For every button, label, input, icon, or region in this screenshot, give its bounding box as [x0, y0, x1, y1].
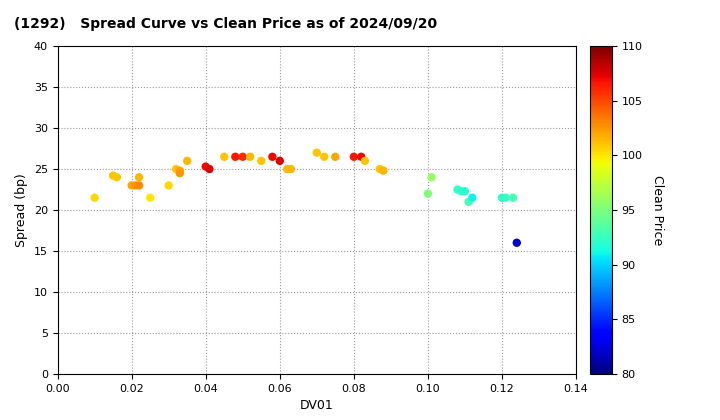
Point — [145, 194, 156, 201]
Point — [451, 186, 463, 193]
Y-axis label: Clean Price: Clean Price — [651, 175, 664, 245]
Point — [318, 153, 330, 160]
Point — [511, 239, 523, 246]
Point — [130, 182, 141, 189]
Point — [422, 190, 433, 197]
Point — [237, 153, 248, 160]
Point — [218, 153, 230, 160]
Point — [356, 153, 367, 160]
X-axis label: DV01: DV01 — [300, 399, 333, 412]
Text: (1292)   Spread Curve vs Clean Price as of 2024/09/20: (1292) Spread Curve vs Clean Price as of… — [14, 17, 438, 31]
Y-axis label: Spread (bp): Spread (bp) — [15, 173, 28, 247]
Point — [374, 165, 385, 172]
Point — [230, 153, 241, 160]
Point — [174, 170, 186, 176]
Point — [459, 188, 471, 194]
Point — [204, 165, 215, 172]
Point — [500, 194, 511, 201]
Point — [111, 174, 122, 181]
Point — [359, 158, 371, 164]
Point — [496, 194, 508, 201]
Point — [282, 165, 293, 172]
Point — [426, 174, 437, 181]
Point — [171, 165, 182, 172]
Point — [89, 194, 100, 201]
Point — [107, 172, 119, 179]
Point — [508, 194, 519, 201]
Point — [330, 153, 341, 160]
Point — [256, 158, 267, 164]
Point — [133, 182, 145, 189]
Point — [163, 182, 174, 189]
Point — [274, 158, 286, 164]
Point — [200, 163, 212, 170]
Point — [311, 149, 323, 156]
Point — [133, 174, 145, 181]
Point — [467, 194, 478, 201]
Point — [174, 167, 186, 174]
Point — [266, 153, 278, 160]
Point — [126, 182, 138, 189]
Point — [181, 158, 193, 164]
Point — [244, 153, 256, 160]
Point — [456, 188, 467, 194]
Point — [285, 165, 297, 172]
Point — [463, 198, 474, 205]
Point — [348, 153, 359, 160]
Point — [378, 167, 390, 174]
